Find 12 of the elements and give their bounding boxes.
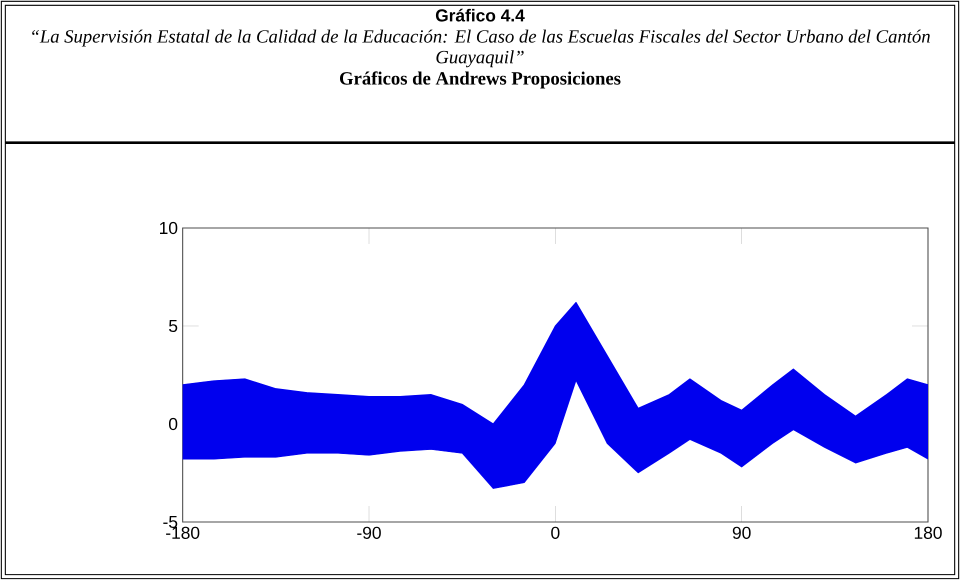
chart-subtitle: “La Supervisión Estatal de la Calidad de la Educación: El Caso de las Escuelas Fiscales del Sector Urbano del Cantón Guayaquil”: [32, 30, 930, 68]
y-tick-label: 10: [160, 222, 178, 234]
x-tick-label: 0: [551, 526, 560, 539]
y-tick-label: 0: [168, 418, 178, 430]
chart-title: Gráfico 4.4: [436, 8, 525, 22]
y-tick-label: -5: [163, 516, 178, 528]
text: Gráficos de Andrews Proposiciones: [340, 71, 621, 88]
x-tick-label: 90: [732, 526, 751, 539]
y-tick-label: 5: [169, 320, 178, 332]
x-tick-label: 180: [914, 526, 942, 539]
x-tick-label: -90: [357, 526, 381, 539]
x-tick-label: -180: [166, 526, 200, 539]
